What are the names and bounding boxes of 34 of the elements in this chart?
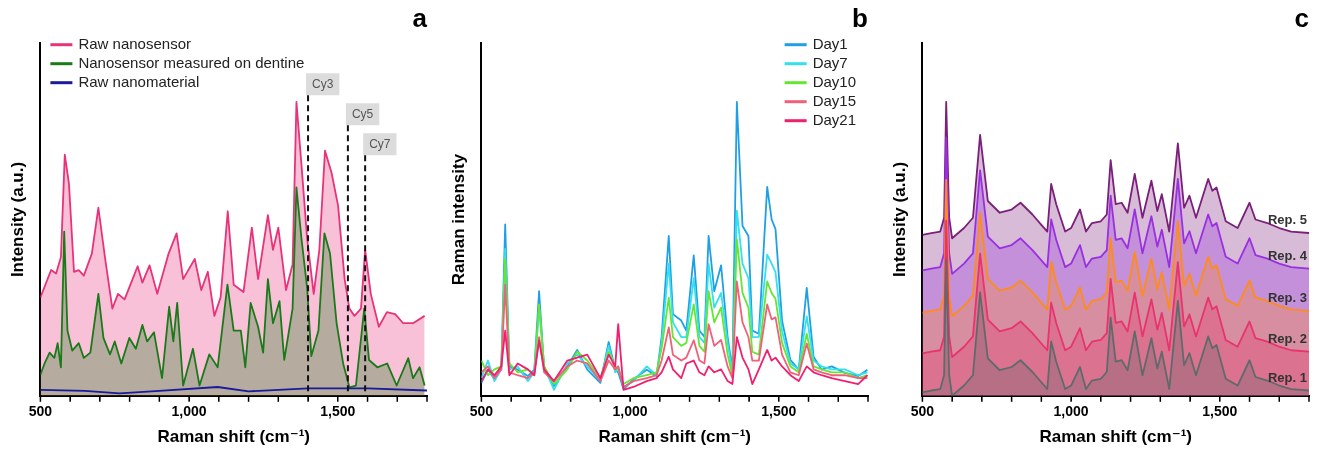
x-tick-label: 1,000 [612,403,648,420]
series-label: Rep. 4 [1267,247,1308,263]
ref-line-label: Cy7 [369,136,391,151]
series-label: Rep. 5 [1267,212,1307,228]
legend-label: Day15 [812,91,856,109]
y-axis-title: Intensity (a.u.) [7,161,27,278]
series-label: Rep. 3 [1267,289,1307,305]
x-tick-label: 1,500 [761,403,797,420]
ref-line-label: Cy3 [312,76,334,91]
chart-title: a [412,2,428,33]
chart-title: b [852,2,868,33]
x-axis-title: Raman shift (cm⁻¹) [598,427,751,447]
legend-label: Raw nanosensor [78,34,191,52]
series-label: Rep. 2 [1267,330,1307,346]
x-tick-label: 500 [28,403,53,420]
x-axis-title: Raman shift (cm⁻¹) [1039,427,1192,447]
legend-label: Day7 [812,53,848,71]
x-tick-label: 1,500 [1202,403,1238,420]
ref-line-label: Cy5 [351,106,374,121]
legend-label: Raw nanomaterial [78,72,200,90]
chart-title: c [1294,2,1309,33]
series-label: Rep. 1 [1267,369,1307,385]
legend-label: Day21 [812,110,856,128]
x-tick-label: 1,000 [171,403,207,420]
y-axis-title: Raman intensity [448,153,468,286]
x-tick-label: 1,500 [320,403,356,420]
x-tick-label: 500 [469,403,494,420]
x-axis-title: Raman shift (cm⁻¹) [157,427,310,447]
legend-label: Day1 [812,34,848,52]
legend-label: Nanosensor measured on dentine [78,53,305,71]
legend-label: Day10 [812,72,856,90]
x-tick-label: 1,000 [1053,403,1089,420]
y-axis-title: Intensity (a.u.) [889,161,909,278]
x-tick-label: 500 [910,403,935,420]
